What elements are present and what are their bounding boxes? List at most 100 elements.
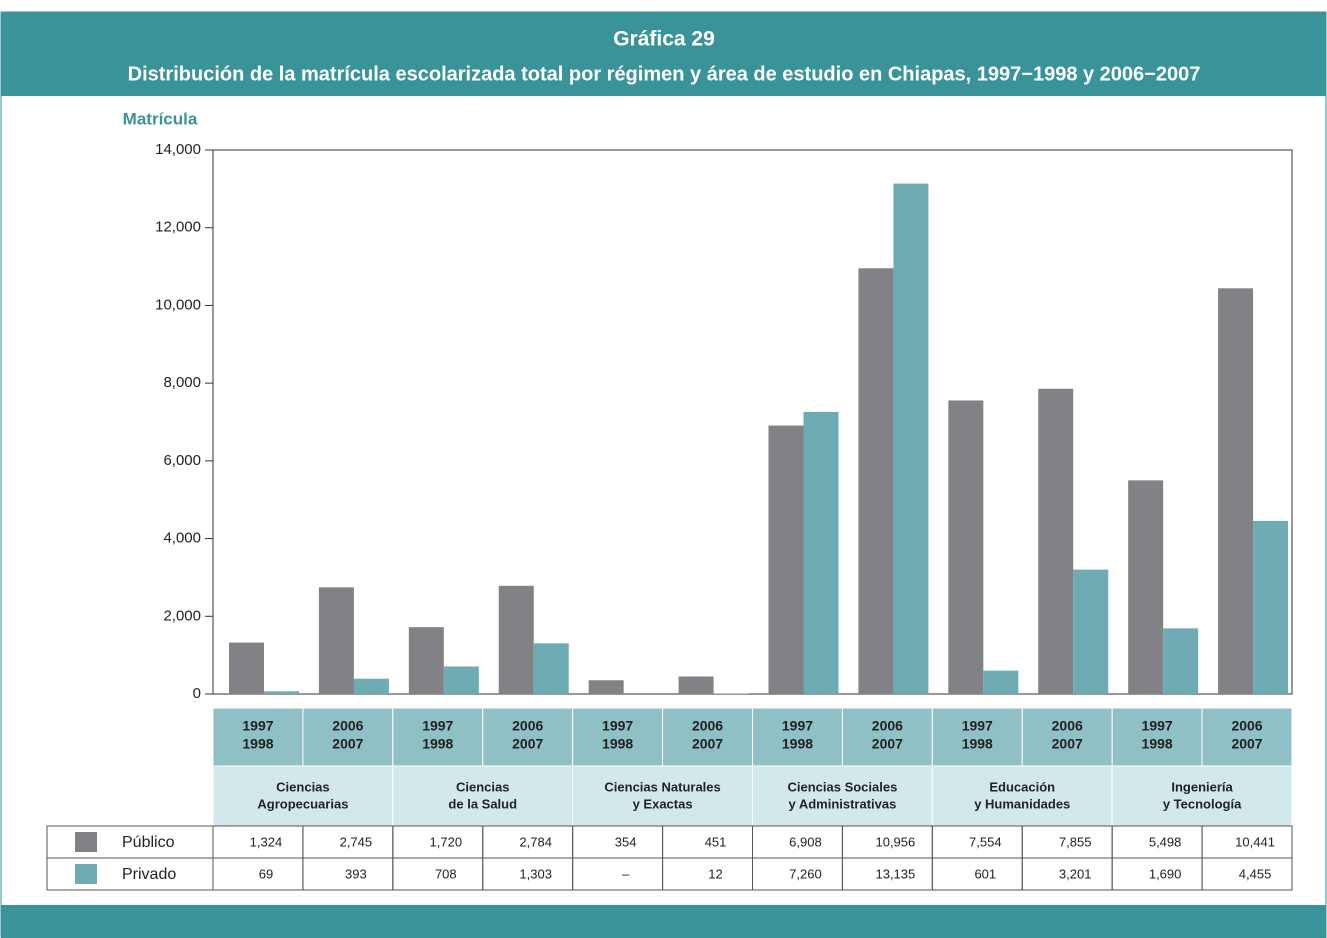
- year-cell: [302, 707, 394, 767]
- bar: [768, 425, 804, 694]
- x-tick-label: 1997: [602, 718, 633, 734]
- value-label: 708: [435, 866, 457, 881]
- footer: [1, 905, 1326, 938]
- area-cell: [392, 765, 574, 827]
- chart-subtitle: Distribución de la matrícula escolarizad…: [128, 63, 1201, 85]
- value-label: 1,720: [430, 834, 463, 849]
- x-tick-label: 1997: [782, 718, 813, 734]
- value-label: 601: [974, 866, 996, 881]
- year-cell: [1111, 707, 1203, 767]
- bar: [229, 642, 264, 694]
- value-cell: [1201, 857, 1293, 891]
- x-tick-label: 2006: [332, 718, 363, 734]
- bar: [1073, 569, 1109, 694]
- y-tick-label: 6,000: [163, 452, 201, 469]
- value-label: 1,690: [1149, 866, 1182, 881]
- area-label: Ciencias Sociales: [787, 779, 897, 794]
- x-tick-label: 2007: [872, 736, 903, 752]
- area-label: Ingeniería: [1171, 779, 1233, 794]
- x-tick-label: 1998: [1142, 736, 1173, 752]
- year-cell: [572, 707, 664, 767]
- x-tick-label: 1998: [422, 736, 453, 752]
- year-cell: [931, 707, 1023, 767]
- area-cell: [931, 765, 1113, 827]
- value-label: 7,260: [789, 866, 822, 881]
- bar: [1253, 520, 1289, 694]
- legend-swatch: [75, 864, 97, 884]
- y-tick-label: 10,000: [155, 296, 201, 313]
- y-tick-label: 12,000: [155, 219, 201, 236]
- value-label: 7,554: [969, 834, 1002, 849]
- area-cell: [212, 765, 394, 827]
- value-label: 10,441: [1235, 834, 1275, 849]
- value-label: 393: [345, 866, 367, 881]
- area-label: y Exactas: [633, 796, 693, 811]
- value-label: –: [622, 866, 630, 881]
- value-label: 7,855: [1059, 834, 1092, 849]
- value-label: 69: [259, 866, 273, 881]
- value-label: 2,745: [340, 834, 373, 849]
- value-label: 10,956: [875, 834, 915, 849]
- x-tick-label: 2007: [1231, 736, 1262, 752]
- value-cell: [572, 857, 664, 891]
- x-tick-label: 2007: [332, 736, 363, 752]
- value-label: 5,498: [1149, 834, 1182, 849]
- year-cell: [752, 707, 843, 767]
- area-label: y Humanidades: [974, 796, 1070, 811]
- area-label: y Administrativas: [788, 796, 896, 811]
- year-cell: [482, 707, 574, 767]
- area-label: Ciencias: [276, 779, 329, 794]
- y-tick-label: 2,000: [163, 607, 201, 624]
- bar: [443, 666, 479, 694]
- y-tick-label: 4,000: [163, 530, 201, 547]
- bar: [264, 691, 299, 694]
- header: [1, 12, 1326, 96]
- bar: [983, 670, 1019, 694]
- area-label: y Tecnología: [1163, 796, 1242, 811]
- x-tick-label: 1997: [962, 718, 993, 734]
- value-label: 1,324: [250, 834, 283, 849]
- bar: [858, 268, 894, 694]
- x-tick-label: 1998: [242, 736, 273, 752]
- x-tick-label: 2006: [1231, 718, 1262, 734]
- area-label: Ciencias: [456, 779, 509, 794]
- value-label: 4,455: [1239, 866, 1272, 881]
- plot-area: [212, 149, 1293, 695]
- value-label: 451: [705, 834, 727, 849]
- legend-label: Privado: [122, 866, 176, 883]
- x-tick-label: 2006: [512, 718, 543, 734]
- legend-swatch: [75, 832, 97, 852]
- area-label: Ciencias Naturales: [604, 779, 720, 794]
- bar: [318, 587, 354, 694]
- legend-label: Público: [122, 834, 175, 851]
- bar: [498, 585, 534, 694]
- bar: [353, 678, 389, 694]
- value-label: 354: [615, 834, 637, 849]
- bar: [1128, 480, 1164, 694]
- bar: [803, 411, 839, 694]
- value-label: 2,784: [519, 834, 552, 849]
- value-label: 6,908: [789, 834, 822, 849]
- x-tick-label: 2007: [1052, 736, 1083, 752]
- area-cell: [752, 765, 933, 827]
- x-tick-label: 2006: [872, 718, 903, 734]
- chart-title: Gráfica 29: [613, 28, 715, 51]
- x-tick-label: 1998: [782, 736, 813, 752]
- year-cell: [1201, 707, 1293, 767]
- value-label: 3,201: [1059, 866, 1092, 881]
- bar: [1163, 628, 1199, 694]
- bar: [893, 183, 929, 694]
- x-tick-label: 1997: [1142, 718, 1173, 734]
- bar: [678, 676, 714, 694]
- area-cell: [572, 765, 754, 827]
- value-label: 13,135: [875, 866, 915, 881]
- bar: [533, 643, 569, 694]
- bar: [408, 627, 444, 694]
- y-tick-label: 14,000: [155, 141, 201, 158]
- y-axis-label: Matrícula: [123, 109, 198, 128]
- bar: [1218, 288, 1254, 694]
- area-label: Agropecuarias: [257, 796, 348, 811]
- year-cell: [392, 707, 484, 767]
- bar: [1038, 388, 1074, 694]
- bar: [948, 400, 984, 694]
